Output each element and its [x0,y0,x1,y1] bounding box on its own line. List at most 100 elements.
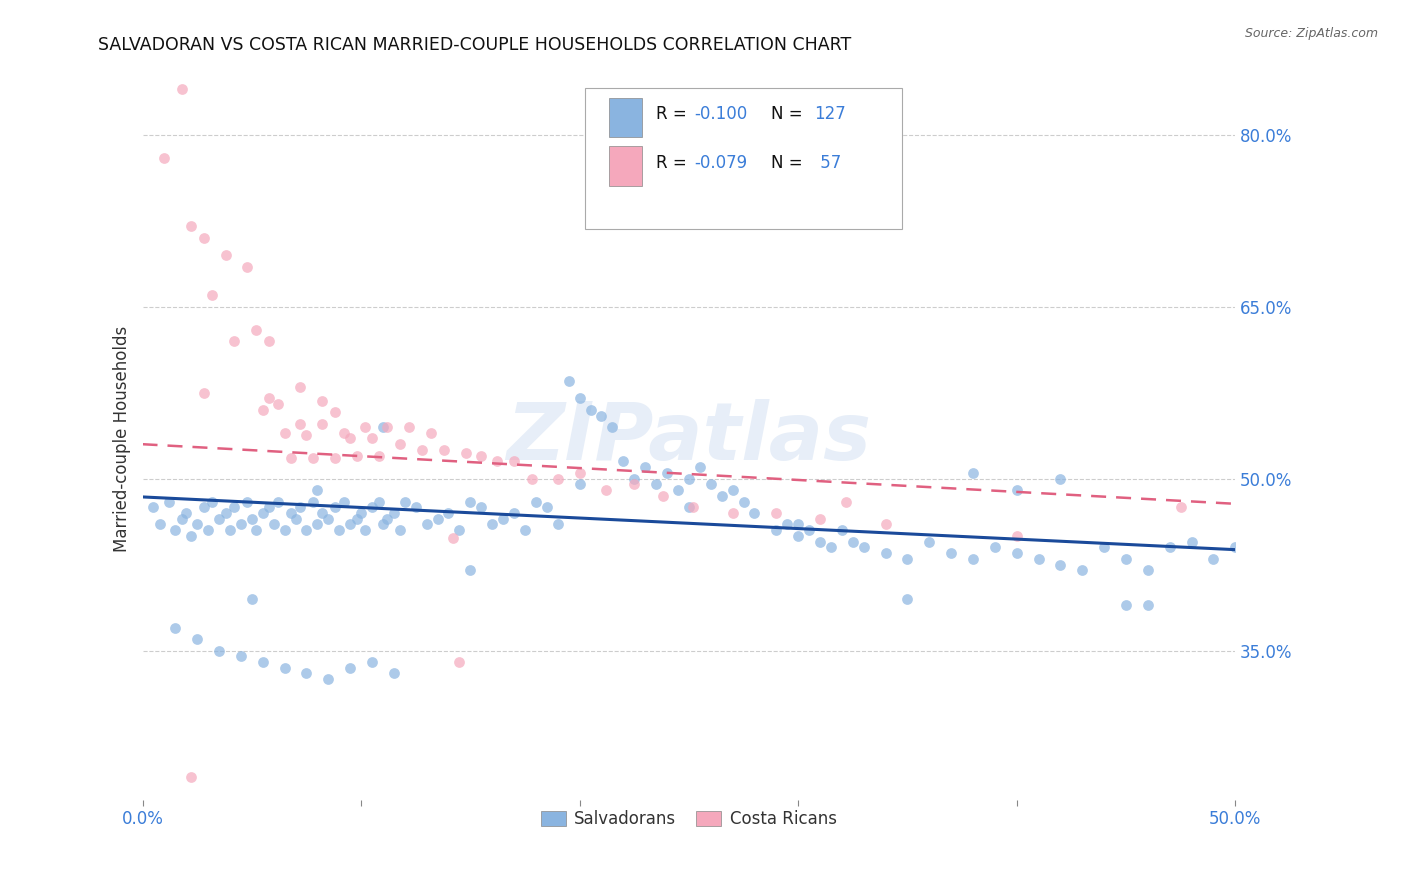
Point [411,442,433,457]
Point [557,374,579,388]
Point [797,523,820,537]
Point [666,483,689,497]
Point [1005,529,1028,543]
Point [808,512,831,526]
Legend: Salvadorans, Costa Ricans: Salvadorans, Costa Ricans [534,803,844,835]
Point [1159,541,1181,555]
Point [323,405,346,419]
Point [896,551,918,566]
Point [389,437,412,451]
Point [1005,546,1028,560]
Point [273,661,295,675]
Point [180,219,202,234]
Point [568,392,591,406]
Point [224,334,246,348]
Point [1071,563,1094,577]
Text: 127: 127 [814,105,846,123]
Point [682,500,704,515]
Point [896,591,918,606]
Point [295,523,318,537]
Point [460,563,482,577]
Point [252,402,274,417]
Point [201,288,224,302]
Point [787,529,810,543]
Point [170,82,193,96]
Point [875,517,897,532]
Point [984,541,1007,555]
Point [361,655,384,669]
FancyBboxPatch shape [609,97,643,137]
Point [678,472,700,486]
Point [460,494,482,508]
Point [382,506,405,520]
Point [831,523,853,537]
Point [229,649,252,664]
Point [367,449,389,463]
Text: N =: N = [770,153,807,171]
Point [339,517,361,532]
Point [240,591,263,606]
Point [307,483,329,497]
Point [481,517,503,532]
FancyBboxPatch shape [609,146,643,186]
Point [437,506,460,520]
Point [316,512,339,526]
Point [721,506,744,520]
Point [721,483,744,497]
Point [1005,483,1028,497]
Point [623,472,645,486]
Point [174,506,197,520]
Point [165,621,187,635]
Point [267,397,290,411]
Point [595,483,617,497]
Point [170,512,193,526]
Point [835,494,858,508]
Point [939,546,962,560]
Point [354,523,377,537]
Point [689,460,711,475]
Point [513,523,536,537]
Y-axis label: Married-couple Households: Married-couple Households [114,326,131,551]
Point [259,500,281,515]
Point [433,442,456,457]
Point [165,523,187,537]
Point [346,449,368,463]
Text: -0.079: -0.079 [695,153,748,171]
Point [193,500,215,515]
Point [634,460,657,475]
Point [346,512,368,526]
Point [142,500,165,515]
Point [492,512,515,526]
Text: Source: ZipAtlas.com: Source: ZipAtlas.com [1244,27,1378,40]
Point [382,666,405,681]
Point [375,420,398,434]
Point [245,523,267,537]
Point [602,420,624,434]
Text: R =: R = [657,153,692,171]
Point [302,450,325,465]
Point [441,531,464,545]
Point [328,523,350,537]
Point [361,500,384,515]
Point [354,420,377,434]
Point [398,420,420,434]
Point [180,529,202,543]
Point [1028,551,1050,566]
Point [229,517,252,532]
Text: ZIPatlas: ZIPatlas [506,400,872,477]
Point [1049,558,1071,572]
Text: 57: 57 [814,153,841,171]
Point [236,494,259,508]
Point [332,425,354,440]
Point [302,494,325,508]
Text: N =: N = [770,105,807,123]
Point [316,672,339,686]
Point [1180,534,1202,549]
Point [765,523,787,537]
Point [307,517,329,532]
Point [288,500,311,515]
Point [1092,541,1115,555]
Point [787,517,810,532]
Point [339,432,361,446]
Point [201,494,224,508]
